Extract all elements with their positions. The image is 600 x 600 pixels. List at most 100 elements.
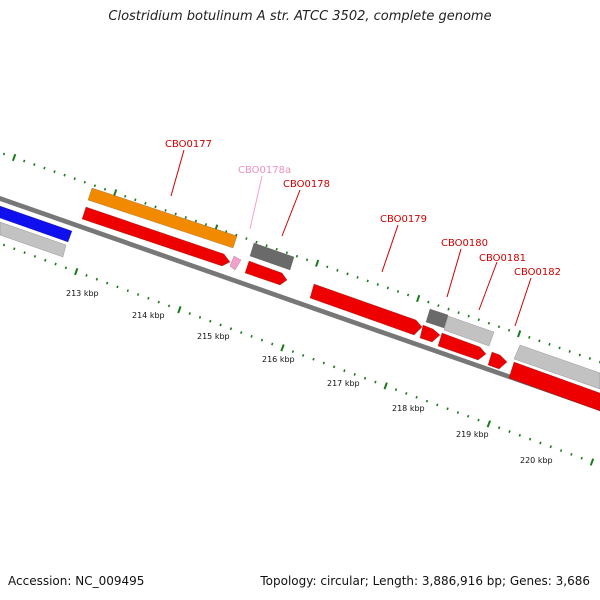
outer-tick	[507, 328, 511, 332]
gene-red-2[interactable]	[244, 260, 288, 286]
gene-red-4[interactable]	[437, 332, 487, 361]
outer-tick	[568, 350, 571, 353]
gene-light-gray-left[interactable]	[0, 221, 67, 258]
outer-tick	[295, 254, 299, 258]
inner-tick	[271, 342, 274, 346]
inner-tick	[405, 392, 408, 395]
tick-label-215: 215 kbp	[197, 332, 230, 341]
callout-cbo0178: CBO0178	[281, 179, 330, 237]
gene-callouts: CBO0177 CBO0178a CBO0178 CBO0179 CBO0180…	[165, 139, 561, 327]
outer-tick	[255, 240, 258, 244]
inner-tick	[147, 296, 150, 300]
tick-label-220: 220 kbp	[520, 456, 553, 465]
gene-cbo0179[interactable]	[309, 283, 423, 336]
gene-red-5[interactable]	[487, 351, 508, 370]
outer-tick	[517, 330, 522, 338]
gene-red-6[interactable]	[508, 361, 600, 412]
inner-tick	[539, 441, 542, 445]
label-cbo0180[interactable]: CBO0180	[441, 238, 488, 249]
outer-tick	[336, 268, 339, 272]
label-cbo0181[interactable]: CBO0181	[479, 253, 526, 264]
label-cbo0179[interactable]: CBO0179	[380, 214, 427, 225]
inner-tick	[383, 382, 388, 390]
inner-tick	[229, 327, 233, 331]
outer-tick	[83, 180, 86, 184]
inner-tick	[528, 437, 532, 441]
outer-tick	[376, 283, 379, 286]
gene-cbo0180[interactable]	[425, 308, 449, 329]
outer-tick	[93, 184, 97, 188]
topology-text: Topology: circular; Length: 3,886,916 bp…	[260, 574, 590, 588]
outer-tick-ring	[2, 152, 600, 364]
gene-features	[0, 187, 600, 412]
inner-tick	[559, 449, 563, 453]
inner-tick	[280, 344, 285, 352]
inner-tick	[33, 254, 37, 258]
gene-cbo0177[interactable]	[87, 187, 238, 249]
inner-tick	[374, 380, 377, 384]
outer-tick	[144, 201, 147, 205]
inner-tick	[13, 247, 16, 251]
gene-red-1[interactable]	[81, 206, 231, 267]
inner-tick	[332, 365, 336, 369]
outer-tick	[447, 307, 450, 311]
outer-tick	[406, 293, 410, 297]
backbone-line	[0, 196, 600, 411]
gene-cbo0178[interactable]	[249, 242, 295, 271]
callout-cbo0180: CBO0180	[441, 238, 488, 298]
inner-tick	[353, 373, 356, 376]
leader-line-cbo0181	[478, 261, 498, 311]
gene-cbo0181[interactable]	[443, 315, 495, 347]
inner-tick	[477, 418, 480, 422]
inner-tick	[446, 407, 449, 411]
inner-tick	[301, 353, 305, 357]
outer-tick	[164, 209, 167, 212]
inner-tick	[497, 426, 501, 430]
outer-tick	[134, 198, 137, 202]
outer-tick	[366, 279, 369, 283]
label-cbo0178a[interactable]: CBO0178a	[238, 165, 291, 176]
inner-tick	[23, 251, 26, 254]
inner-tick	[250, 334, 253, 338]
position-labels: 213 kbp 214 kbp 215 kbp 216 kbp 217 kbp …	[66, 289, 553, 465]
outer-tick	[124, 194, 127, 198]
inner-tick	[425, 399, 429, 403]
tick-label-217: 217 kbp	[327, 379, 360, 388]
inner-tick	[589, 458, 595, 466]
outer-tick	[538, 339, 541, 343]
leader-line-cbo0177	[170, 149, 185, 197]
gene-cbo0182[interactable]	[513, 344, 600, 390]
gene-cbo0178a[interactable]	[229, 255, 242, 271]
inner-tick	[363, 376, 367, 380]
genome-backbone	[0, 196, 600, 411]
outer-tick	[113, 189, 118, 197]
outer-tick	[356, 276, 359, 279]
inner-tick	[240, 331, 243, 334]
outer-tick	[53, 170, 56, 174]
callout-cbo0179: CBO0179	[380, 214, 427, 273]
outer-tick	[305, 258, 309, 262]
outer-tick	[467, 314, 470, 318]
outer-tick	[275, 247, 278, 251]
label-cbo0177[interactable]: CBO0177	[165, 139, 212, 150]
leader-line-cbo0180	[446, 248, 462, 298]
inner-tick	[415, 395, 418, 399]
gene-red-3[interactable]	[419, 324, 441, 343]
label-cbo0178[interactable]: CBO0178	[283, 179, 330, 190]
outer-tick	[326, 265, 329, 269]
label-cbo0182[interactable]: CBO0182	[514, 267, 561, 278]
outer-tick	[315, 259, 320, 267]
outer-tick	[548, 342, 551, 346]
outer-tick	[174, 212, 177, 216]
outer-tick	[386, 286, 390, 290]
inner-tick	[157, 300, 160, 304]
callout-cbo0182: CBO0182	[514, 267, 561, 327]
outer-tick	[2, 152, 6, 156]
inner-tick	[44, 258, 47, 262]
inner-tick	[54, 262, 57, 266]
gene-blue[interactable]	[0, 205, 73, 243]
inner-tick	[549, 445, 552, 449]
outer-tick	[33, 163, 36, 166]
accession-text: Accession: NC_009495	[8, 574, 145, 588]
